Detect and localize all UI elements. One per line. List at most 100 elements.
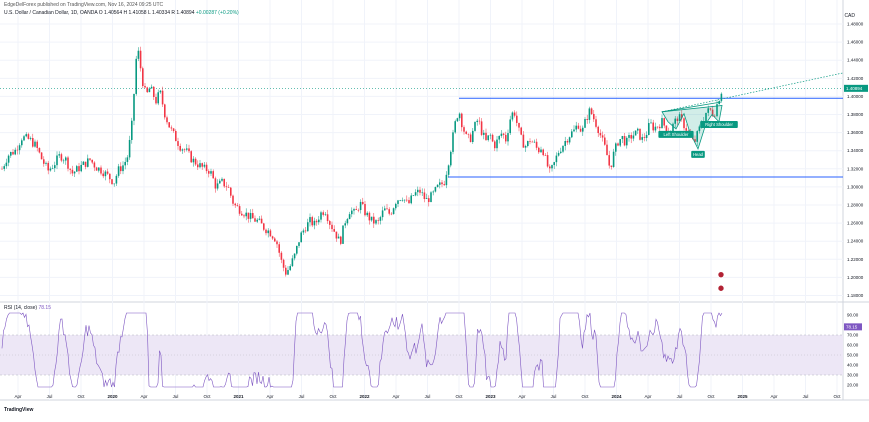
candle-body (381, 210, 384, 218)
x-tick-label: Oct (329, 394, 337, 399)
tradingview-logo: TradingView (4, 407, 34, 413)
rsi-value: 78.15 (38, 305, 51, 311)
candle-body (148, 88, 151, 93)
candle-body (168, 122, 170, 128)
candle-body (221, 178, 223, 181)
y-tick-label: 1.20000 (847, 275, 864, 280)
candle-body (678, 114, 681, 121)
current-price-tag (844, 84, 868, 92)
candle-body (265, 229, 267, 234)
candle-body (608, 155, 610, 166)
candle-body (641, 137, 643, 140)
rsi-tick-label: 50.00 (847, 353, 859, 358)
candle-body (654, 126, 657, 131)
candle-body (359, 201, 362, 211)
candle-body (463, 127, 465, 132)
x-tick-label: Jul (173, 394, 179, 399)
candle-body (419, 189, 421, 193)
candle-body (672, 123, 674, 132)
candle-body (175, 130, 177, 142)
candle-body (441, 182, 443, 185)
candle-body (157, 92, 159, 104)
candle-body (520, 127, 522, 135)
candle-body (10, 152, 12, 156)
candle-body (401, 200, 404, 201)
candle-body (714, 115, 716, 117)
x-tick-label: Oct (203, 394, 211, 399)
candle-body (474, 122, 476, 131)
candle-body (142, 68, 144, 87)
candle-body (663, 118, 665, 126)
x-tick-label: Apr (770, 394, 778, 399)
y-tick-label: 1.40000 (847, 94, 864, 99)
candle-body (137, 50, 140, 59)
candle-body (452, 132, 454, 152)
rsi-value-text: 78.15 (846, 324, 858, 329)
candle-body (36, 141, 38, 148)
candle-body (32, 138, 34, 147)
candle-body (386, 208, 388, 210)
candle-body (47, 162, 49, 171)
candle-body (146, 87, 148, 93)
candle-body (333, 229, 335, 232)
candle-body (399, 200, 401, 201)
y-tick-label: 1.28000 (847, 203, 864, 208)
candle-body (397, 200, 399, 204)
candle-body (623, 135, 626, 146)
candle-body (285, 267, 287, 275)
candle-body (632, 135, 635, 139)
candle-body (62, 160, 65, 162)
candle-body (302, 230, 305, 233)
candle-body (494, 141, 496, 149)
candle-body (469, 134, 472, 142)
candle-body (601, 135, 604, 138)
candle-body (271, 236, 274, 239)
candle-body (694, 139, 696, 142)
pattern-label-box (658, 130, 694, 138)
candle-body (7, 155, 10, 163)
candle-body (320, 212, 322, 220)
candle-body (111, 179, 113, 185)
x-tick-label: 2023 (485, 394, 496, 399)
candle-body (287, 270, 289, 275)
candle-body (628, 135, 630, 138)
candle-body (373, 216, 375, 224)
candle-body (322, 212, 324, 215)
candle-body (340, 236, 342, 244)
candle-body (16, 149, 19, 151)
candle-body (71, 169, 74, 174)
x-tick-label: Jul (551, 394, 557, 399)
candle-body (353, 209, 355, 211)
candle-body (604, 137, 606, 145)
symbol-line: U.S. Dollar / Canadian Dollar, 1D, OANDA… (4, 10, 239, 16)
candle-body (434, 187, 437, 192)
candle-body (487, 135, 489, 141)
candle-body (685, 128, 687, 131)
y-tick-label: 1.46000 (847, 40, 864, 45)
candle-body (485, 132, 487, 141)
candle-body (150, 86, 153, 89)
x-tick-label: Oct (581, 394, 589, 399)
rsi-header: RSI (14, close) 78.15 (4, 305, 51, 311)
candle-body (612, 151, 615, 167)
candle-body (54, 165, 56, 169)
candle-body (516, 115, 518, 123)
candle-body (324, 214, 327, 215)
candle-body (577, 125, 580, 129)
candle-body (529, 141, 531, 142)
publisher-line: EdgeDelForex published on TradingView.co… (4, 2, 164, 8)
candle-body (289, 266, 291, 271)
candle-body (177, 141, 179, 146)
neckline (661, 101, 723, 113)
candle-body (139, 50, 142, 69)
y-tick-label: 1.48000 (847, 22, 864, 27)
candle-body (430, 192, 432, 203)
candle-body (18, 145, 21, 151)
candle-body (656, 126, 659, 128)
candle-body (344, 223, 346, 226)
candle-body (291, 258, 294, 267)
candle-body (575, 125, 577, 130)
x-tick-label: Apr (14, 394, 22, 399)
pattern-label-box (700, 120, 738, 128)
